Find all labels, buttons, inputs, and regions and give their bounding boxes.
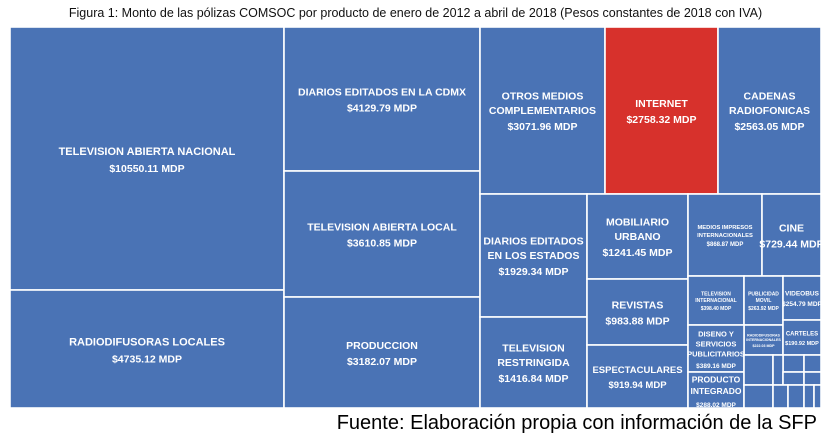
tile-label-diarios-editados-en-la-cdmx: DIARIOS EDITADOS EN LA CDMX — [298, 86, 466, 98]
tile-label-espectaculares: ESPECTACULARES — [592, 365, 682, 376]
tile-label-diseno-y-servicios-publicitarios: DISENO Y SERVICIOS PUBLICITARIOS — [687, 329, 745, 358]
tile-label-publicidad-movil: PUBLICIDAD MOVIL — [748, 291, 779, 304]
tile-small-11 — [813, 384, 822, 409]
tile-value-publicidad-movil: $263.92 MDP — [748, 306, 779, 312]
tile-internet — [604, 26, 719, 195]
tile-publicidad-movil — [743, 275, 784, 326]
tile-label-otros-medios-complementarios: OTROS MEDIOS COMPLEMENTARIOS — [489, 91, 596, 117]
tile-label-videobus: VIDEOBUS — [785, 291, 820, 298]
tile-value-produccion: $3182.07 MDP — [347, 356, 417, 368]
tile-value-diarios-editados-en-los-estados: $1929.34 MDP — [498, 266, 568, 278]
tile-value-television-restringida: $1416.84 MDP — [498, 373, 568, 385]
tile-television-abierta-local — [283, 170, 481, 298]
tile-diseno-y-servicios-publicitarios — [687, 324, 745, 373]
tile-label-diarios-editados-en-los-estados: DIARIOS EDITADOS EN LOS ESTADOS — [483, 236, 583, 262]
tile-label-radiodifusoras-internacionales: RADIODIFUSORAS INTERNACIONALES — [746, 333, 781, 342]
tile-small-9 — [787, 384, 805, 409]
tile-value-television-abierta-local: $3610.85 MDP — [347, 238, 417, 250]
tile-small-6 — [803, 371, 822, 386]
tile-label-cine: CINE — [779, 222, 804, 234]
tile-value-carteles: $190.92 MDP — [785, 341, 819, 347]
tile-small-3 — [743, 354, 774, 386]
tile-produccion — [283, 296, 481, 409]
tile-label-mobiliario-urbano: MOBILIARIO URBANO — [606, 217, 669, 243]
tile-label-carteles: CARTELES — [786, 332, 818, 338]
tile-label-radiodifusoras-locales: RADIODIFUSORAS LOCALES — [69, 336, 225, 348]
tile-label-medios-impresos-internacionales: MEDIOS IMPRESOS INTERNACIONALES — [697, 225, 753, 239]
tile-value-television-abierta-nacional: $10550.11 MDP — [109, 163, 184, 175]
tile-diarios-editados-en-la-cdmx — [283, 26, 481, 172]
tile-label-internet: INTERNET — [635, 98, 688, 110]
tile-label-television-abierta-local: TELEVISION ABIERTA LOCAL — [307, 221, 457, 233]
tile-value-espectaculares: $919.94 MDP — [608, 380, 667, 391]
tile-label-television-internacional: TELEVISION INTERNACIONAL — [695, 291, 736, 304]
tile-small-1 — [782, 354, 805, 373]
tile-value-mobiliario-urbano: $1241.45 MDP — [602, 247, 672, 259]
tile-label-revistas: REVISTAS — [612, 299, 664, 311]
tile-value-revistas: $983.88 MDP — [605, 316, 669, 328]
tile-value-internet: $2758.32 MDP — [626, 114, 696, 126]
tile-label-producto-integrado: PRODUCTO INTEGRADO — [691, 375, 742, 396]
tile-medios-impresos-internacionales — [687, 193, 763, 277]
tile-espectaculares — [586, 344, 689, 409]
tile-revistas — [586, 278, 689, 346]
tile-value-cadenas-radiofonicas: $2563.05 MDP — [734, 121, 804, 133]
tile-diarios-editados-en-los-estados — [479, 193, 588, 318]
tile-value-cine: $729.44 MDP — [759, 239, 823, 251]
tile-value-diseno-y-servicios-publicitarios: $389.16 MDP — [696, 363, 736, 370]
tile-value-radiodifusoras-internacionales: $222.03 MDP — [753, 344, 776, 348]
tile-small-10 — [803, 384, 815, 409]
tile-label-produccion: PRODUCCION — [346, 340, 418, 352]
tile-value-radiodifusoras-locales: $4735.12 MDP — [112, 353, 182, 365]
tile-small-4 — [772, 354, 784, 386]
tile-small-8 — [772, 384, 789, 409]
tile-value-diarios-editados-en-la-cdmx: $4129.79 MDP — [347, 103, 417, 115]
tile-radiodifusoras-locales — [9, 289, 285, 409]
tile-label-cadenas-radiofonicas: CADENAS RADIOFONICAS — [729, 91, 810, 117]
tile-cine — [761, 193, 822, 277]
tile-small-5 — [782, 371, 805, 386]
tile-videobus — [782, 275, 822, 321]
tile-producto-integrado — [687, 371, 745, 409]
tile-value-producto-integrado: $288.02 MDP — [696, 402, 736, 409]
tile-label-television-restringida: TELEVISION RESTRINGIDA — [497, 343, 570, 369]
tile-small-7 — [743, 384, 774, 409]
tile-cadenas-radiofonicas — [717, 26, 822, 195]
chart-title: Figura 1: Monto de las pólizas COMSOC po… — [68, 6, 763, 20]
tile-carteles — [782, 319, 822, 356]
tile-value-otros-medios-complementarios: $3071.96 MDP — [507, 121, 577, 133]
tile-value-television-internacional: $398.40 MDP — [701, 306, 732, 312]
tile-value-videobus: $254.79 MDP — [782, 301, 822, 308]
tile-label-television-abierta-nacional: TELEVISION ABIERTA NACIONAL — [59, 146, 236, 158]
tile-television-abierta-nacional — [9, 26, 285, 291]
tile-value-medios-impresos-internacionales: $868.87 MDP — [707, 242, 744, 248]
source-note: Fuente: Elaboración propia con informaci… — [336, 412, 817, 434]
tile-small-2 — [803, 354, 822, 373]
tile-television-restringida — [479, 316, 588, 409]
